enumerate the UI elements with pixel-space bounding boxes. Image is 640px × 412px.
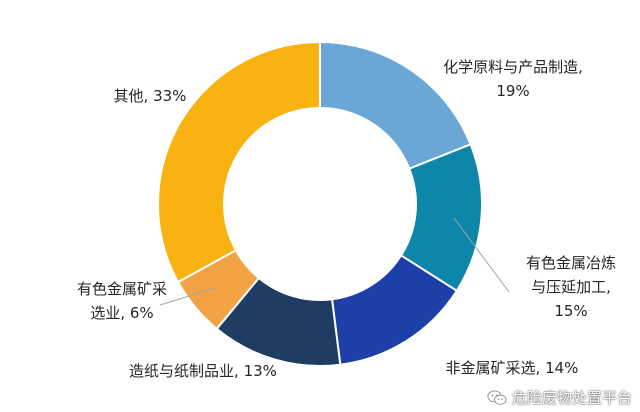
slice-label-line: 选业, 6% bbox=[90, 304, 153, 322]
slice-label-line: 19% bbox=[496, 82, 529, 100]
slice-label-line: 造纸与纸制品业, 13% bbox=[129, 362, 277, 380]
wechat-icon bbox=[487, 390, 507, 405]
slice-label-line: 有色金属矿采 bbox=[77, 280, 167, 298]
slice-label: 化学原料与产品制造, 19% bbox=[443, 58, 583, 100]
slice-label-line: 其他, 33% bbox=[114, 87, 187, 105]
slice-label-line: 15% bbox=[554, 302, 587, 320]
slice-label-line: 化学原料与产品制造, bbox=[443, 58, 583, 76]
watermark-text: 危险废物处置平台 bbox=[511, 389, 632, 407]
slice-label: 造纸与纸制品业, 13% bbox=[129, 362, 277, 380]
donut-slice bbox=[157, 40, 321, 284]
slice-label: 非金属矿采选, 14% bbox=[446, 359, 579, 377]
leader-line bbox=[453, 217, 510, 293]
slice-label-line: 非金属矿采选, 14% bbox=[446, 359, 579, 377]
slices-layer bbox=[157, 40, 483, 367]
watermark: 危险废物处置平台 bbox=[487, 387, 632, 408]
slice-labels: 化学原料与产品制造, 19% 有色金属冶炼与压延加工, 15% 非金属矿采选, 14% 造… bbox=[77, 58, 616, 380]
slice-label: 其他, 33% bbox=[114, 87, 187, 105]
slice-label-line: 与压延加工, bbox=[531, 278, 611, 296]
slice-label: 有色金属矿采选业, 6% bbox=[77, 280, 167, 322]
slice-label-line: 有色金属冶炼 bbox=[526, 254, 616, 272]
leader-line bbox=[159, 287, 216, 306]
slice-label: 有色金属冶炼与压延加工, 15% bbox=[526, 254, 616, 320]
leader-lines bbox=[159, 217, 510, 306]
